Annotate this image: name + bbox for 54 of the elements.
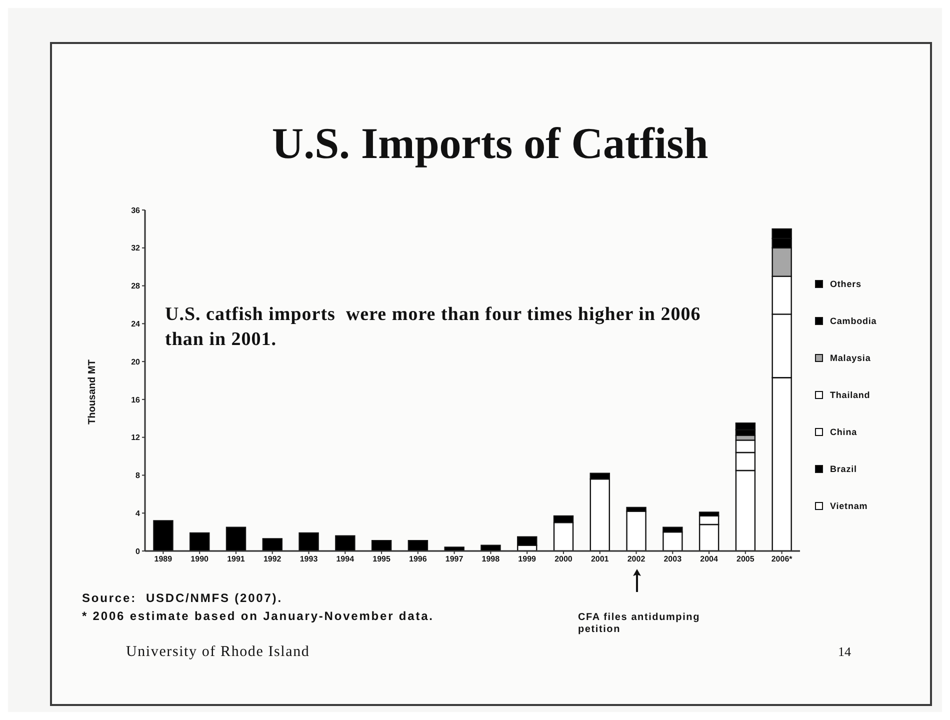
legend-label: Thailand bbox=[830, 390, 870, 400]
x-tick-label: 2000 bbox=[554, 554, 573, 564]
x-tick-label: 1997 bbox=[445, 554, 464, 564]
bar bbox=[298, 532, 319, 551]
y-tick-label: 28 bbox=[131, 282, 141, 291]
bar bbox=[262, 538, 282, 551]
legend-label: Brazil bbox=[830, 464, 857, 474]
x-tick-label: 1994 bbox=[336, 554, 355, 564]
x-tick-label: 1991 bbox=[227, 554, 246, 564]
text: * 2006 estimate based on January-November data. bbox=[82, 609, 435, 624]
legend-label: China bbox=[830, 426, 858, 436]
x-tick-label: 2004 bbox=[700, 554, 718, 564]
bar bbox=[408, 540, 428, 551]
y-axis-title: Thousand MT bbox=[86, 358, 99, 426]
bar bbox=[480, 544, 501, 551]
bar bbox=[190, 532, 210, 551]
y-tick-label: 8 bbox=[136, 471, 141, 480]
x-tick-label: 1996 bbox=[409, 554, 428, 564]
legend-label: Cambodia bbox=[830, 316, 877, 326]
legend-label: Others bbox=[830, 278, 862, 288]
x-tick-label: 1990 bbox=[190, 554, 210, 564]
x-tick-label: 2006* bbox=[771, 554, 794, 564]
bar bbox=[335, 535, 356, 551]
y-tick-label: 24 bbox=[131, 320, 141, 329]
chart-title: U.S. Imports of Catfish bbox=[270, 118, 710, 170]
x-tick-label: 1998 bbox=[482, 554, 500, 564]
bar bbox=[626, 510, 646, 551]
y-tick-label: 0 bbox=[136, 546, 141, 556]
x-tick-label: 1999 bbox=[518, 554, 537, 564]
x-tick-label: 2005 bbox=[736, 554, 755, 564]
x-tick-label: 2003 bbox=[664, 554, 682, 564]
text: 14 bbox=[838, 644, 852, 660]
y-tick-label: 4 bbox=[136, 508, 141, 518]
source-note: Source: USDC/NMFS (2007). bbox=[82, 591, 284, 606]
x-tick-label: 1995 bbox=[372, 554, 391, 564]
y-tick-label: 32 bbox=[131, 244, 141, 253]
y-tick-label: 12 bbox=[131, 433, 141, 442]
x-tick-label: 1992 bbox=[263, 554, 282, 564]
x-tick-label: 1993 bbox=[300, 554, 318, 564]
text: University of Rhode Island bbox=[126, 643, 311, 661]
bar bbox=[371, 540, 392, 551]
bar bbox=[444, 546, 464, 551]
x-tick-label: 2001 bbox=[590, 554, 610, 564]
y-tick-label: 36 bbox=[131, 206, 141, 215]
legend-label: Malaysia bbox=[830, 352, 871, 362]
x-tick-label: 1989 bbox=[154, 554, 173, 564]
bar bbox=[226, 526, 246, 551]
x-tick-label: 2002 bbox=[627, 554, 646, 564]
legend-label: Vietnam bbox=[830, 500, 868, 510]
bar bbox=[153, 520, 174, 551]
y-tick-label: 16 bbox=[131, 395, 141, 404]
y-tick-label: 20 bbox=[131, 357, 141, 366]
text: CFA files antidumping petition bbox=[578, 612, 701, 636]
annotation: U.S. catfish imports were more than four times higher in 2006 than in 2001. bbox=[165, 303, 702, 352]
